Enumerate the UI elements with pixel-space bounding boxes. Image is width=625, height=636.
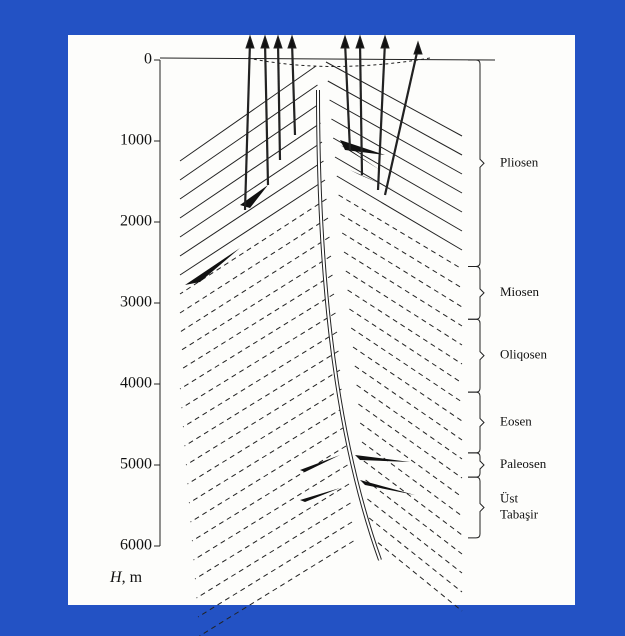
page: H, m 0 1000 2000 3000 4000 5000 6000 Pliosen Mio… (0, 0, 625, 636)
tick-label: 4000 (120, 375, 152, 392)
tick-label: 2000 (120, 213, 152, 230)
tick-label: 5000 (120, 456, 152, 473)
stratum-label: Paleosen (500, 456, 547, 471)
stratum-label: Oliqosen (500, 347, 547, 362)
stratum-label: Eosen (500, 413, 532, 428)
axis-unit: , m (122, 569, 143, 586)
panel (68, 35, 575, 605)
stratum-label: Pliosen (500, 154, 539, 169)
tick-label: 0 (144, 51, 152, 68)
stratum-label: Miosen (500, 284, 540, 299)
figure: H, m 0 1000 2000 3000 4000 5000 6000 Pliosen Mio… (0, 0, 625, 636)
stratum-label-line: Üst (500, 491, 518, 506)
tick-label: 6000 (120, 537, 152, 554)
tick-label: 1000 (120, 132, 152, 149)
axis-label: H, m (109, 569, 143, 586)
tick-label: 3000 (120, 294, 152, 311)
stratum-label-line: Tabaşir (500, 507, 539, 522)
